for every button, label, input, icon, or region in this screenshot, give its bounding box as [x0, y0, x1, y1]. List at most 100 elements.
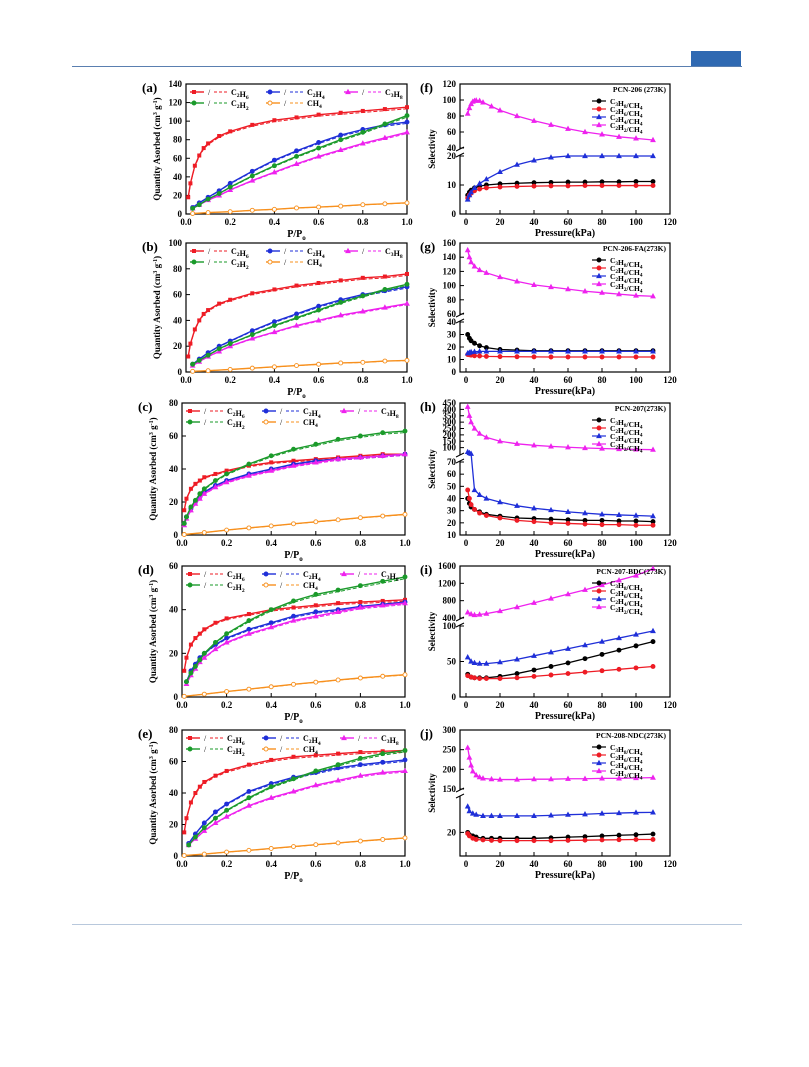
data-point-C2H6: [316, 112, 321, 117]
data-point-C2H6: [188, 486, 193, 491]
data-point-C2H6: [184, 655, 189, 660]
data-point-C2H4: [380, 759, 386, 765]
data-point-C2H2-CH4: [650, 565, 656, 571]
legend-marker: [596, 767, 602, 774]
data-point-C3H8-CH4: [531, 667, 537, 673]
data-point-CH4: [402, 672, 408, 678]
x-tick-label: 0.0: [180, 217, 192, 227]
data-point-C2H4-CH4: [548, 154, 554, 160]
data-point-C2H2-CH4: [565, 125, 571, 131]
data-point-C2H6-CH4: [477, 510, 483, 516]
panel-label: (g): [420, 239, 435, 254]
series-line-C2H6-CH4: [467, 184, 653, 199]
data-point-C2H2-CH4: [476, 97, 483, 103]
data-point-C2H2-CH4: [464, 403, 471, 409]
data-point-C2H6-CH4: [582, 183, 588, 189]
legend-marker: [596, 580, 602, 586]
plot-frame: [181, 565, 406, 698]
data-point-C2H6: [197, 784, 202, 789]
legend-slash: /: [208, 247, 211, 256]
data-point-C2H4-CH4: [565, 152, 571, 159]
data-point-C3H8-CH4: [468, 338, 474, 344]
x-tick-label: 100: [629, 217, 643, 227]
y-axis-label: Quantity Asorbed (cm3 g-1): [152, 97, 162, 200]
legend-slash: /: [280, 407, 283, 416]
data-point-C2H6: [360, 275, 365, 280]
x-tick-label: 1.0: [401, 217, 413, 227]
data-point-C2H2-CH4: [599, 131, 605, 137]
legend-marker: [596, 121, 602, 128]
legend-slash: /: [284, 99, 287, 108]
data-point-C2H4-CH4: [531, 652, 537, 658]
data-point-C2H4: [402, 757, 408, 763]
x-tick-label: 0: [464, 700, 469, 710]
data-point-C2H4-CH4: [471, 348, 478, 354]
x-tick-label: 0: [464, 859, 469, 869]
legend-marker: [345, 88, 351, 95]
data-point-C2H4-CH4: [483, 495, 490, 501]
data-point-C2H4-CH4: [497, 812, 503, 818]
x-tick-label: 120: [663, 217, 677, 227]
panel-label: (j): [420, 726, 433, 741]
legend: / C2H6 / C2H4 / C3H8 / C2H2 / CH4: [186, 734, 399, 758]
desorption-line-C3H8: [192, 133, 408, 209]
legend-slash: /: [204, 581, 207, 590]
data-point-C2H6-CH4: [599, 522, 605, 528]
legend-marker: [267, 100, 273, 106]
data-point-CH4: [227, 366, 233, 372]
y-tick-label: 60: [169, 561, 179, 571]
data-point-C3H8: [293, 160, 300, 166]
data-point-C2H6-CH4: [599, 354, 605, 360]
data-point-C3H8: [402, 450, 408, 457]
legend-label: C2H4: [307, 247, 325, 260]
y-tick-label: 80: [173, 264, 183, 274]
legend: / C2H6 / C2H4 / C3H8 / C2H2 / CH4: [186, 407, 399, 431]
legend-label: C2H2: [227, 745, 245, 758]
legend-label: CH4: [307, 258, 322, 269]
data-point-C2H2: [201, 486, 207, 492]
data-point-CH4: [190, 368, 196, 374]
data-point-C2H2: [271, 163, 277, 169]
legend-label: C2H2/CH4: [610, 280, 643, 295]
y-tick-label: 250: [443, 745, 457, 755]
data-point-C2H6: [291, 605, 296, 610]
legend-label: C3H8: [381, 407, 399, 420]
data-point-C2H4: [316, 303, 322, 309]
data-point-C3H8: [335, 455, 342, 462]
y-tick-label: 1200: [438, 578, 457, 588]
data-point-C3H8: [196, 495, 203, 501]
axis-break-gap: [456, 149, 464, 155]
legend-label: C2H6: [227, 407, 245, 420]
data-point-C2H2: [197, 491, 203, 497]
data-point-C2H2-CH4: [616, 445, 622, 452]
data-point-C2H6-CH4: [483, 353, 489, 359]
desorption-line-C2H6: [183, 600, 406, 672]
data-point-CH4: [335, 840, 341, 846]
x-tick-label: 80: [598, 859, 608, 869]
data-point-C3H8: [293, 322, 300, 328]
data-point-C2H2-CH4: [599, 445, 605, 451]
data-point-C2H6-CH4: [465, 487, 471, 493]
x-tick-label: 80: [598, 538, 608, 548]
y-tick-label: 120: [443, 79, 457, 89]
data-point-C2H6-CH4: [565, 520, 571, 526]
y-tick-label: 80: [169, 725, 179, 735]
x-axis-label: P/Po: [287, 229, 306, 242]
data-point-C2H4-CH4: [471, 184, 478, 190]
data-point-CH4: [335, 517, 341, 523]
data-point-C3H8: [212, 819, 219, 826]
legend-label: C2H6: [227, 734, 245, 747]
legend-slash: /: [204, 745, 207, 754]
legend-label: C2H2/CH4: [610, 440, 643, 455]
x-tick-label: 1.0: [401, 375, 413, 385]
legend-label: C2H6: [231, 247, 249, 260]
data-point-C2H4-CH4: [650, 348, 656, 354]
data-point-C2H2-CH4: [548, 443, 554, 449]
desorption-line-C2H4: [192, 122, 408, 209]
data-point-C2H2: [192, 663, 198, 669]
data-point-C2H4-CH4: [497, 348, 503, 354]
data-point-C2H2-CH4: [514, 112, 520, 119]
x-axis-label: P/Po: [284, 712, 303, 725]
data-point-C2H6-CH4: [477, 186, 483, 192]
data-point-C2H2: [402, 428, 408, 434]
